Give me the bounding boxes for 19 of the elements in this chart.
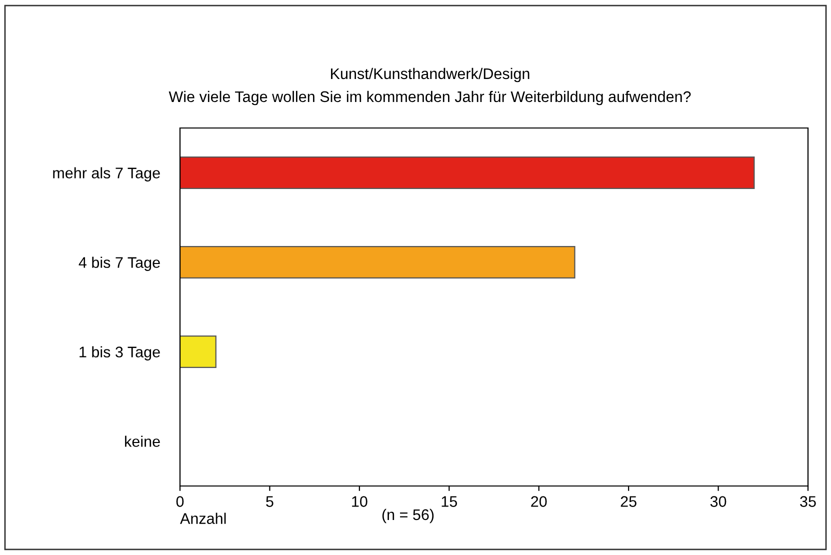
y-tick-label: mehr als 7 Tage <box>53 167 160 182</box>
x-tick-label: 25 <box>620 496 636 507</box>
bar <box>180 336 216 368</box>
x-tick-label: 35 <box>800 496 816 507</box>
x-tick-label: 5 <box>266 496 274 507</box>
y-tick-label: 4 bis 7 Tage <box>78 256 160 271</box>
x-tick-label: 15 <box>442 496 457 507</box>
x-axis-title: Anzahl <box>180 512 226 524</box>
chart-subtitle: Wie viele Tage wollen Sie im kommenden Jahr für Weiterbildung aufwenden? <box>168 90 691 106</box>
y-tick-label: 1 bis 3 Tage <box>80 346 160 360</box>
x-tick-label: 20 <box>531 496 547 507</box>
x-tick-label: 10 <box>352 496 368 507</box>
chart-title: Kunst/Kunsthandwerk/Design <box>331 68 530 82</box>
bar <box>180 156 755 189</box>
x-tick-label: 30 <box>710 496 726 507</box>
bar <box>180 246 576 278</box>
text: (n = 56) <box>382 508 434 524</box>
x-tick-label: 0 <box>176 496 184 507</box>
y-tick-label: keine <box>125 436 160 447</box>
